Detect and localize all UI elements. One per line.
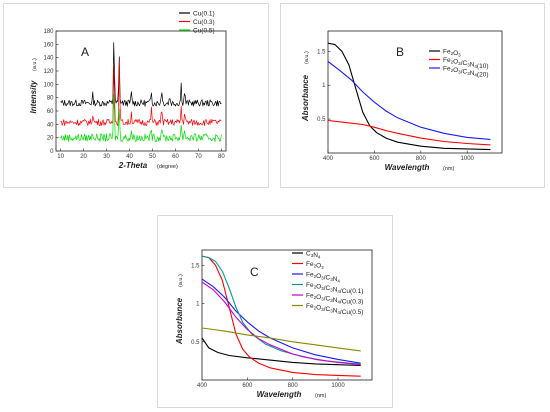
- x-axis-title: 2-Theta: [118, 161, 148, 170]
- chart-panel-a: 10 20 30 40 50 60 70 80 0 20 40 60 80 100 120 140 160 180…: [3, 3, 269, 188]
- x-tick-label: 40: [126, 154, 133, 160]
- y-axis-title-group: Absorbance (a.u.): [301, 51, 310, 122]
- legend-label: Fe2O3/C3N4/Cu(0.1): [306, 282, 363, 295]
- series-line: [201, 255, 361, 377]
- y-axis-title-group: Absorbance (a.u.): [175, 274, 184, 345]
- legend-label: Fe2O3: [443, 48, 461, 57]
- y-axis-title: Absorbance: [175, 297, 184, 345]
- plot-frame: [55, 30, 227, 152]
- series-line: [327, 119, 491, 146]
- x-tick-label: 1000: [461, 156, 475, 162]
- y-tick-label: 0.5: [317, 117, 326, 123]
- x-axis-unit: (degree): [157, 164, 178, 170]
- chart-panel-c: 400 600 800 1000 0.5 1 1.5 Wavelength (nm) Absorb…: [157, 215, 393, 408]
- absorbance-chart-c: 400 600 800 1000 0.5 1 1.5 Wavelength (nm) Absorb…: [175, 249, 373, 399]
- y-tick-label: 80: [47, 96, 54, 102]
- y-tick-label: 160: [43, 42, 54, 48]
- y-axis-title-group: Intensity (a.u.): [29, 58, 38, 113]
- series-line: [327, 42, 491, 151]
- series-line: [201, 278, 361, 364]
- series-line: [201, 281, 361, 366]
- legend-label: C3N4: [306, 250, 321, 259]
- plot-frame: [327, 30, 503, 154]
- y-tick-label: 1.5: [191, 263, 200, 269]
- y-tick-label: 1: [196, 302, 200, 308]
- x-axis-unit: (nm): [443, 166, 454, 172]
- y-tick-label: 60: [47, 109, 54, 115]
- y-tick-label: 1: [322, 83, 326, 89]
- legend-label: Cu(0.5): [193, 27, 215, 34]
- y-axis-title: Intensity: [29, 80, 38, 113]
- x-axis-title: Wavelength: [257, 390, 302, 399]
- series-line: [60, 94, 222, 143]
- legend-label: Cu(0.1): [193, 10, 215, 17]
- x-tick-label: 70: [195, 154, 202, 160]
- y-tick-label: 1.5: [317, 49, 326, 55]
- x-tick-label: 400: [323, 156, 334, 162]
- y-tick-label: 120: [43, 69, 54, 75]
- y-tick-label: 180: [43, 29, 54, 35]
- series-line: [60, 42, 222, 107]
- panel-letter: B: [396, 45, 404, 59]
- x-tick-label: 800: [416, 156, 427, 162]
- x-tick-label: 50: [149, 154, 156, 160]
- absorbance-chart-b: 400 600 800 1000 0.5 1 1.5 Wavelength (nm) Absorb…: [301, 30, 503, 172]
- x-axis-unit: (nm): [315, 393, 326, 399]
- x-tick-label: 600: [242, 383, 253, 389]
- y-tick-label: 0: [50, 149, 54, 155]
- x-tick-label: 1000: [331, 383, 345, 389]
- series-line: [327, 61, 491, 140]
- series-line: [201, 327, 361, 352]
- y-tick-label: 40: [47, 122, 54, 128]
- x-tick-label: 60: [172, 154, 179, 160]
- y-tick-label: 140: [43, 56, 54, 62]
- xrd-chart: 10 20 30 40 50 60 70 80 0 20 40 60 80 100 120 140 160 180…: [29, 10, 227, 170]
- series-line: [201, 337, 361, 367]
- x-tick-label: 600: [369, 156, 380, 162]
- y-axis-unit: (a.u.): [304, 51, 310, 64]
- series-line: [60, 60, 222, 126]
- x-tick-label: 10: [57, 154, 64, 160]
- x-tick-label: 20: [80, 154, 87, 160]
- y-axis-unit: (a.u.): [178, 274, 184, 287]
- x-axis-title: Wavelength: [385, 163, 430, 172]
- x-tick-label: 30: [103, 154, 110, 160]
- legend-label: Cu(0.3): [193, 19, 215, 26]
- chart-panel-b: 400 600 800 1000 0.5 1 1.5 Wavelength (nm) Absorb…: [280, 3, 545, 188]
- legend-label: Fe2O3: [306, 261, 324, 270]
- x-tick-label: 800: [288, 383, 299, 389]
- panel-letter: A: [81, 45, 89, 59]
- y-axis-title: Absorbance: [301, 74, 310, 122]
- y-tick-label: 20: [47, 136, 54, 142]
- y-tick-label: 0.5: [191, 340, 200, 346]
- y-tick-label: 100: [43, 82, 54, 88]
- y-axis-unit: (a.u.): [32, 58, 38, 71]
- x-tick-label: 80: [218, 154, 225, 160]
- panel-letter: C: [250, 265, 259, 279]
- plot-frame: [201, 249, 373, 381]
- x-tick-label: 400: [197, 383, 208, 389]
